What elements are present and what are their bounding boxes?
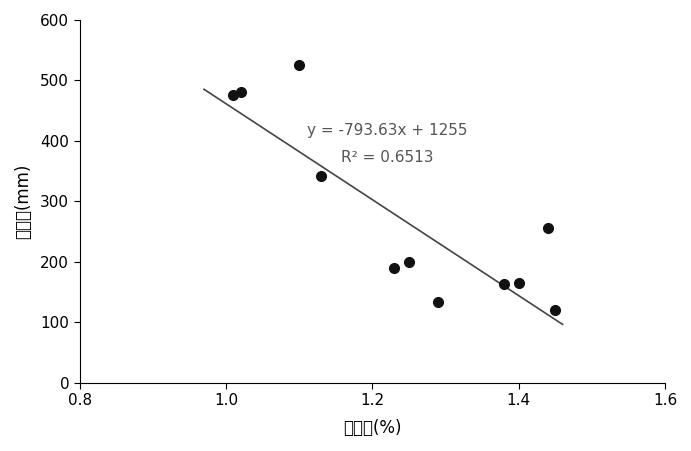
Point [228, 92, 239, 99]
Point [498, 281, 509, 288]
X-axis label: 산함량(%): 산함량(%) [343, 419, 401, 437]
Point [542, 225, 553, 232]
Point [550, 306, 561, 313]
Point [316, 172, 327, 179]
Y-axis label: 강수량(mm): 강수량(mm) [14, 164, 32, 239]
Text: R² = 0.6513: R² = 0.6513 [341, 150, 433, 165]
Text: y = -793.63x + 1255: y = -793.63x + 1255 [307, 123, 467, 138]
Point [404, 258, 415, 265]
Point [389, 264, 400, 272]
Point [433, 299, 444, 306]
Point [235, 89, 246, 96]
Point [513, 279, 524, 286]
Point [294, 62, 305, 69]
